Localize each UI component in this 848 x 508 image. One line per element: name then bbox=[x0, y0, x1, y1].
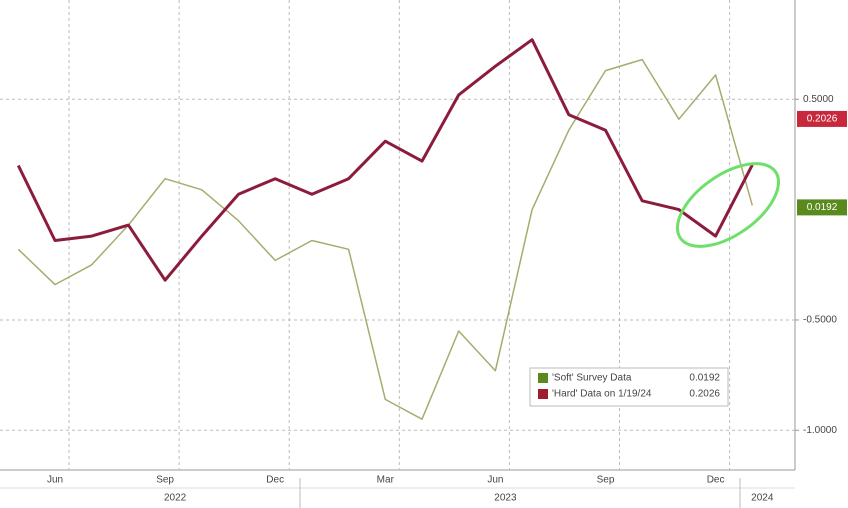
x-tick-label: Mar bbox=[377, 475, 395, 486]
year-label: 2022 bbox=[164, 493, 187, 504]
legend: 'Soft' Survey Data 0.0192 'Hard' Data on 1… bbox=[529, 367, 729, 407]
series-line bbox=[16, 38, 754, 282]
year-label: 2024 bbox=[751, 493, 774, 504]
legend-swatch bbox=[538, 389, 548, 399]
x-tick-label: Dec bbox=[707, 475, 725, 486]
value-tag-label: 0.2026 bbox=[807, 114, 838, 125]
y-tick-label: -0.5000 bbox=[803, 315, 837, 326]
value-tag-label: 0.0192 bbox=[807, 202, 838, 213]
grid bbox=[0, 0, 799, 470]
highlight-ellipse bbox=[675, 162, 781, 248]
y-tick-label: -1.0000 bbox=[803, 425, 837, 436]
legend-swatch bbox=[538, 373, 548, 383]
legend-value: 0.0192 bbox=[689, 373, 720, 384]
legend-box bbox=[529, 367, 729, 407]
series-line bbox=[17, 58, 754, 420]
year-label: 2023 bbox=[494, 493, 517, 504]
legend-label: 'Hard' Data on 1/19/24 bbox=[552, 389, 652, 400]
legend-value: 0.2026 bbox=[689, 389, 720, 400]
x-tick-label: Dec bbox=[266, 475, 284, 486]
value-tag bbox=[797, 199, 847, 216]
labels: 0.5000 -0.5000 -1.0000 Jun Sep Dec Mar Jun Sep De… bbox=[47, 94, 847, 504]
x-tick-label: Jun bbox=[47, 475, 63, 486]
x-tick-label: Jun bbox=[487, 475, 503, 486]
x-tick-label: Sep bbox=[597, 475, 615, 486]
x-tick-label: Sep bbox=[156, 475, 174, 486]
y-tick-label: 0.5000 bbox=[803, 94, 834, 105]
lines bbox=[16, 38, 754, 420]
value-tag bbox=[797, 110, 847, 127]
legend-label: 'Soft' Survey Data bbox=[552, 373, 632, 384]
